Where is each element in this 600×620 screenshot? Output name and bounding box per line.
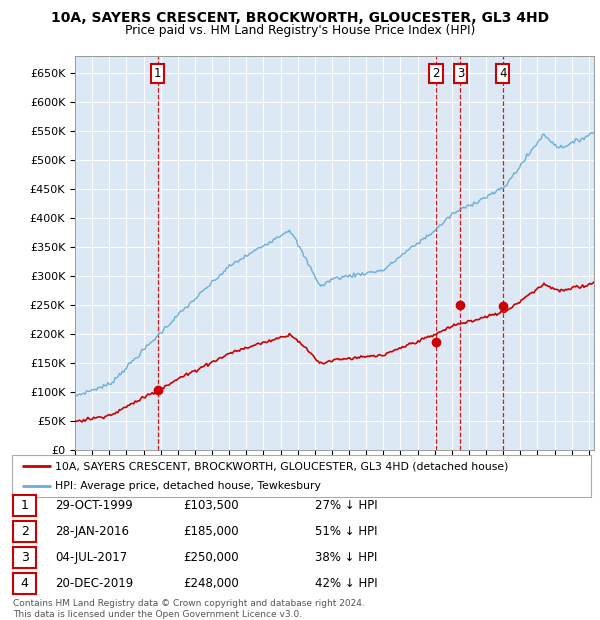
Text: 10A, SAYERS CRESCENT, BROCKWORTH, GLOUCESTER, GL3 4HD (detached house): 10A, SAYERS CRESCENT, BROCKWORTH, GLOUCE… bbox=[55, 461, 509, 471]
Text: 38% ↓ HPI: 38% ↓ HPI bbox=[315, 551, 377, 564]
Text: 4: 4 bbox=[20, 577, 29, 590]
Text: £250,000: £250,000 bbox=[183, 551, 239, 564]
Text: 4: 4 bbox=[499, 67, 506, 80]
Text: 27% ↓ HPI: 27% ↓ HPI bbox=[315, 499, 377, 511]
Text: Contains HM Land Registry data © Crown copyright and database right 2024.
This d: Contains HM Land Registry data © Crown c… bbox=[13, 600, 365, 619]
Text: 28-JAN-2016: 28-JAN-2016 bbox=[55, 525, 129, 538]
Text: 29-OCT-1999: 29-OCT-1999 bbox=[55, 499, 133, 511]
Text: 2: 2 bbox=[433, 67, 440, 80]
Text: 3: 3 bbox=[457, 67, 464, 80]
Text: 04-JUL-2017: 04-JUL-2017 bbox=[55, 551, 127, 564]
Text: Price paid vs. HM Land Registry's House Price Index (HPI): Price paid vs. HM Land Registry's House … bbox=[125, 24, 475, 37]
Text: 1: 1 bbox=[20, 499, 29, 511]
Text: HPI: Average price, detached house, Tewkesbury: HPI: Average price, detached house, Tewk… bbox=[55, 481, 322, 491]
Text: £185,000: £185,000 bbox=[183, 525, 239, 538]
Text: 42% ↓ HPI: 42% ↓ HPI bbox=[315, 577, 377, 590]
Text: 51% ↓ HPI: 51% ↓ HPI bbox=[315, 525, 377, 538]
Text: 1: 1 bbox=[154, 67, 161, 80]
Text: 20-DEC-2019: 20-DEC-2019 bbox=[55, 577, 133, 590]
Text: 10A, SAYERS CRESCENT, BROCKWORTH, GLOUCESTER, GL3 4HD: 10A, SAYERS CRESCENT, BROCKWORTH, GLOUCE… bbox=[51, 11, 549, 25]
Text: 2: 2 bbox=[20, 525, 29, 538]
Text: £103,500: £103,500 bbox=[183, 499, 239, 511]
Text: £248,000: £248,000 bbox=[183, 577, 239, 590]
Text: 3: 3 bbox=[20, 551, 29, 564]
